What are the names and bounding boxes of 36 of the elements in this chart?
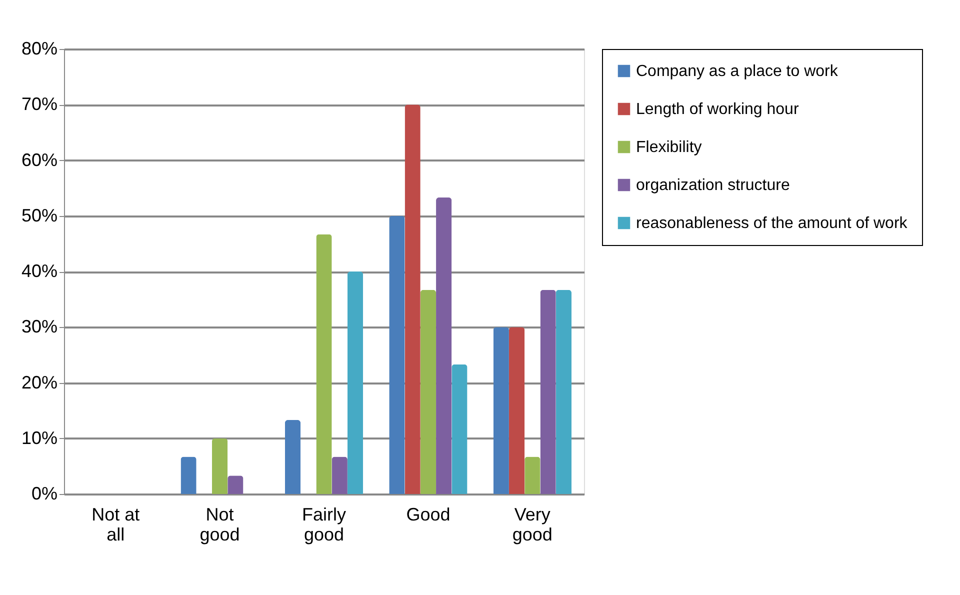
y-tick-label: 50% <box>21 205 58 226</box>
bar <box>493 327 509 494</box>
y-tick-label: 40% <box>21 261 58 281</box>
bar <box>420 290 436 494</box>
bar <box>228 476 244 494</box>
y-tick-label: 80% <box>21 38 58 58</box>
x-tick-label: Not at all <box>92 504 140 544</box>
legend-label: Length of working hour <box>636 101 800 118</box>
bar <box>180 456 196 494</box>
bar <box>436 198 452 494</box>
bar <box>389 216 405 494</box>
bar <box>452 364 468 494</box>
legend-label: reasonableness of the amount of work <box>636 215 908 232</box>
legend-label: Flexibility <box>636 139 702 156</box>
legend-label: Company as a place to work <box>636 63 839 80</box>
y-tick-label: 0% <box>31 484 58 504</box>
bar <box>508 327 525 494</box>
bar <box>212 438 228 494</box>
bar <box>347 272 364 494</box>
bar <box>284 420 301 494</box>
bar <box>332 456 348 494</box>
bar <box>540 290 556 494</box>
y-tick-label: 20% <box>21 372 58 392</box>
bar <box>316 234 332 494</box>
y-tick-label: 10% <box>21 428 58 448</box>
legend-label: organization structure <box>636 177 790 194</box>
y-tick-label: 60% <box>21 150 58 170</box>
bar <box>524 456 540 494</box>
bar <box>556 290 572 494</box>
x-tick-label: Not good <box>200 504 240 544</box>
bar <box>404 104 420 494</box>
y-tick-label: 30% <box>21 316 58 337</box>
x-tick-label: Good <box>406 504 450 524</box>
y-tick-label: 70% <box>21 94 58 114</box>
x-tick-label: Very good <box>512 504 552 544</box>
x-tick-label: Fairly good <box>302 504 346 544</box>
